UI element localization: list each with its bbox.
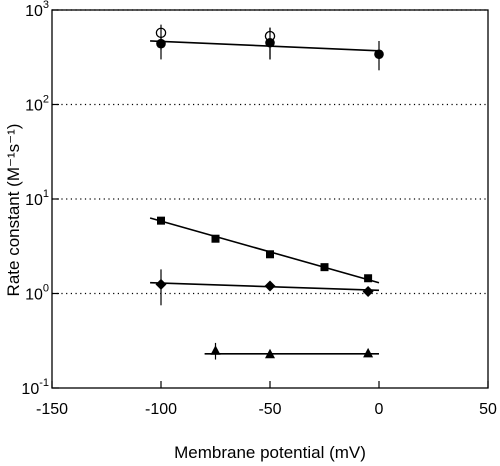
fit-line <box>150 281 380 292</box>
fit-line <box>149 217 380 284</box>
data-point <box>363 347 374 358</box>
x-tick-label: -100 <box>145 401 177 418</box>
data-point <box>155 278 167 290</box>
data-points <box>155 24 384 360</box>
data-point <box>156 38 166 49</box>
y-axis-title: Rate constant (M⁻¹s⁻¹) <box>4 124 23 297</box>
x-axis-title: Membrane potential (mV) <box>174 443 366 462</box>
y-tick-label: 102 <box>25 94 49 115</box>
y-tick-label: 10-1 <box>21 377 49 398</box>
data-point <box>320 263 329 272</box>
x-tick-label: -150 <box>36 401 68 418</box>
x-tick-label: -50 <box>258 401 281 418</box>
data-point <box>362 285 374 297</box>
data-point <box>265 348 275 359</box>
data-point <box>211 234 220 243</box>
y-tick-label: 100 <box>25 283 49 304</box>
data-point <box>374 49 384 60</box>
plot-frame <box>51 9 489 389</box>
fit-line <box>150 40 380 52</box>
data-point <box>266 250 274 259</box>
data-point <box>264 280 276 292</box>
data-point <box>265 37 275 48</box>
data-point <box>157 216 165 225</box>
y-tick-label: 101 <box>25 188 49 209</box>
x-tick-label: 0 <box>375 401 384 418</box>
fit-lines <box>149 40 380 355</box>
data-point <box>210 345 221 355</box>
axis-ticks: 10-1 100 101 102 103 -150 -100 -50 0 50 <box>21 0 497 418</box>
x-tick-label: 50 <box>479 401 497 418</box>
y-tick-label: 103 <box>25 0 49 20</box>
data-point <box>364 274 373 283</box>
